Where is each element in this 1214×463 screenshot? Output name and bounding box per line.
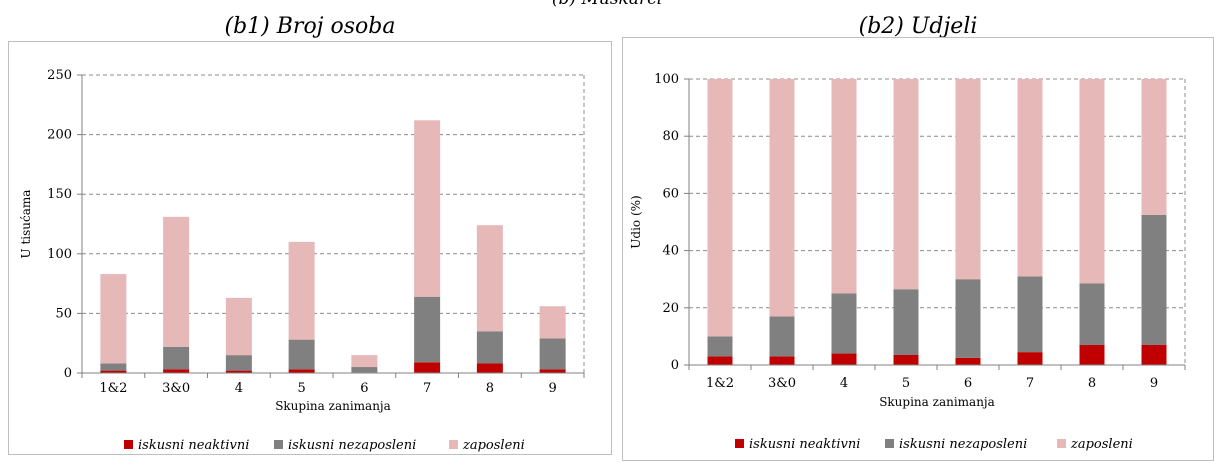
bar-7-series-1 <box>1017 352 1043 365</box>
x-tick-label: 1&2 <box>706 376 734 391</box>
figure-top-title: (b) Muškarci <box>0 0 1214 9</box>
x-tick-label: 6 <box>360 381 368 396</box>
x-tick-label: 9 <box>548 381 556 396</box>
legend-swatch <box>735 439 744 448</box>
bar-8-series-2 <box>476 331 503 364</box>
bar-9-series-2 <box>1141 214 1167 345</box>
bar-1and2-series-2 <box>100 363 127 371</box>
y-tick-label: 0 <box>671 358 679 373</box>
bar-9-series-3 <box>539 306 566 339</box>
x-tick-label: 4 <box>235 381 243 396</box>
legend-label: zaposleni <box>1070 437 1133 452</box>
bar-8-series-1 <box>1079 344 1105 365</box>
x-tick-label: 5 <box>297 381 305 396</box>
chart-b1-broj-osoba: 0 50 100 150 200 250 1&2 3&0 4 5 6 7 8 9 Skupina zanim… <box>8 41 612 455</box>
bar-8-series-1 <box>476 363 503 373</box>
x-tick-label: 7 <box>1026 376 1034 391</box>
bar-5-series-1 <box>893 354 919 365</box>
bar-8-series-3 <box>1079 79 1105 284</box>
y-tick-label: 250 <box>47 68 72 83</box>
x-axis-label: Skupina zanimanja <box>879 395 995 409</box>
bar-4-series-3 <box>225 297 252 356</box>
bar-5-series-2 <box>288 339 315 370</box>
y-axis-label: U tisućama <box>19 190 33 259</box>
legend-label: zaposleni <box>462 438 525 453</box>
bar-3and0-series-2 <box>769 316 795 357</box>
legend-label: iskusni neaktivni <box>749 437 860 452</box>
y-tick-label: 80 <box>662 129 679 144</box>
bar-3and0-series-3 <box>163 216 190 347</box>
x-tick-label: 4 <box>840 376 848 391</box>
legend-label: iskusni nezaposleni <box>288 438 416 453</box>
x-tick-label: 5 <box>902 376 910 391</box>
bar-9-series-2 <box>539 338 566 370</box>
bar-6-series-2 <box>351 367 378 373</box>
y-tick-label: 0 <box>64 366 72 381</box>
x-tick-label: 1&2 <box>99 381 127 396</box>
bar-6-series-1 <box>955 357 981 365</box>
x-tick-label: 3&0 <box>162 381 190 396</box>
x-axis-label: Skupina zanimanja <box>275 399 391 413</box>
bar-8-series-2 <box>1079 283 1105 345</box>
bar-7-series-3 <box>414 120 441 297</box>
bar-4-series-1 <box>225 370 252 373</box>
bar-9-series-3 <box>1141 79 1167 215</box>
bar-1and2-series-3 <box>100 274 127 364</box>
bar-6-series-3 <box>955 79 981 280</box>
bar-4-series-2 <box>831 293 857 354</box>
bar-1and2-series-3 <box>707 79 733 337</box>
y-axis-label: Udio (%) <box>629 195 643 248</box>
bar-4-series-2 <box>225 355 252 371</box>
x-tick-label: 8 <box>1088 376 1096 391</box>
bar-5-series-3 <box>893 79 919 290</box>
y-tick-label: 200 <box>47 128 72 143</box>
bar-4-series-1 <box>831 353 857 365</box>
chart-b2-udjeli: 0 20 40 60 80 100 1&2 3&0 4 5 6 7 8 9 Skupina zanimanj… <box>622 37 1214 461</box>
bar-6-series-3 <box>351 355 378 368</box>
chart-title-b2: (b2) Udjeli <box>858 14 978 39</box>
y-tick-label: 20 <box>662 301 679 316</box>
bar-5-series-2 <box>893 289 919 355</box>
bar-6-series-2 <box>955 279 981 358</box>
bar-9-series-1 <box>539 369 566 373</box>
bar-7-series-3 <box>1017 79 1043 277</box>
legend-label: iskusni neaktivni <box>138 438 249 453</box>
bar-8-series-3 <box>476 225 503 332</box>
chart-title-b1: (b1) Broj osoba <box>224 14 396 39</box>
bar-1and2-series-2 <box>707 336 733 357</box>
bar-4-series-3 <box>831 79 857 294</box>
bar-5-series-1 <box>288 369 315 373</box>
bar-1and2-series-1 <box>100 370 127 373</box>
y-tick-label: 100 <box>47 247 72 262</box>
legend-swatch <box>1057 439 1066 448</box>
bar-1and2-series-1 <box>707 356 733 365</box>
y-tick-label: 60 <box>662 186 679 201</box>
bar-3and0-series-1 <box>163 369 190 373</box>
legend-swatch <box>124 440 133 449</box>
legend-swatch <box>274 440 283 449</box>
y-tick-label: 50 <box>55 306 72 321</box>
bar-5-series-3 <box>288 241 315 340</box>
chart-frame <box>8 41 612 455</box>
bar-3and0-series-3 <box>769 79 795 317</box>
y-tick-label: 40 <box>662 244 679 259</box>
legend-swatch <box>885 439 894 448</box>
bar-3and0-series-1 <box>769 356 795 365</box>
y-tick-label: 150 <box>47 187 72 202</box>
bar-7-series-2 <box>1017 276 1043 353</box>
x-tick-label: 8 <box>486 381 494 396</box>
bar-3and0-series-2 <box>163 346 190 370</box>
x-tick-label: 7 <box>423 381 431 396</box>
bar-9-series-1 <box>1141 344 1167 365</box>
legend-label: iskusni nezaposleni <box>899 437 1027 452</box>
x-tick-label: 6 <box>964 376 972 391</box>
bar-7-series-1 <box>414 362 441 373</box>
y-tick-label: 100 <box>654 72 679 87</box>
x-tick-label: 3&0 <box>768 376 796 391</box>
x-tick-label: 9 <box>1150 376 1158 391</box>
legend-swatch <box>449 440 458 449</box>
bar-7-series-2 <box>414 296 441 363</box>
